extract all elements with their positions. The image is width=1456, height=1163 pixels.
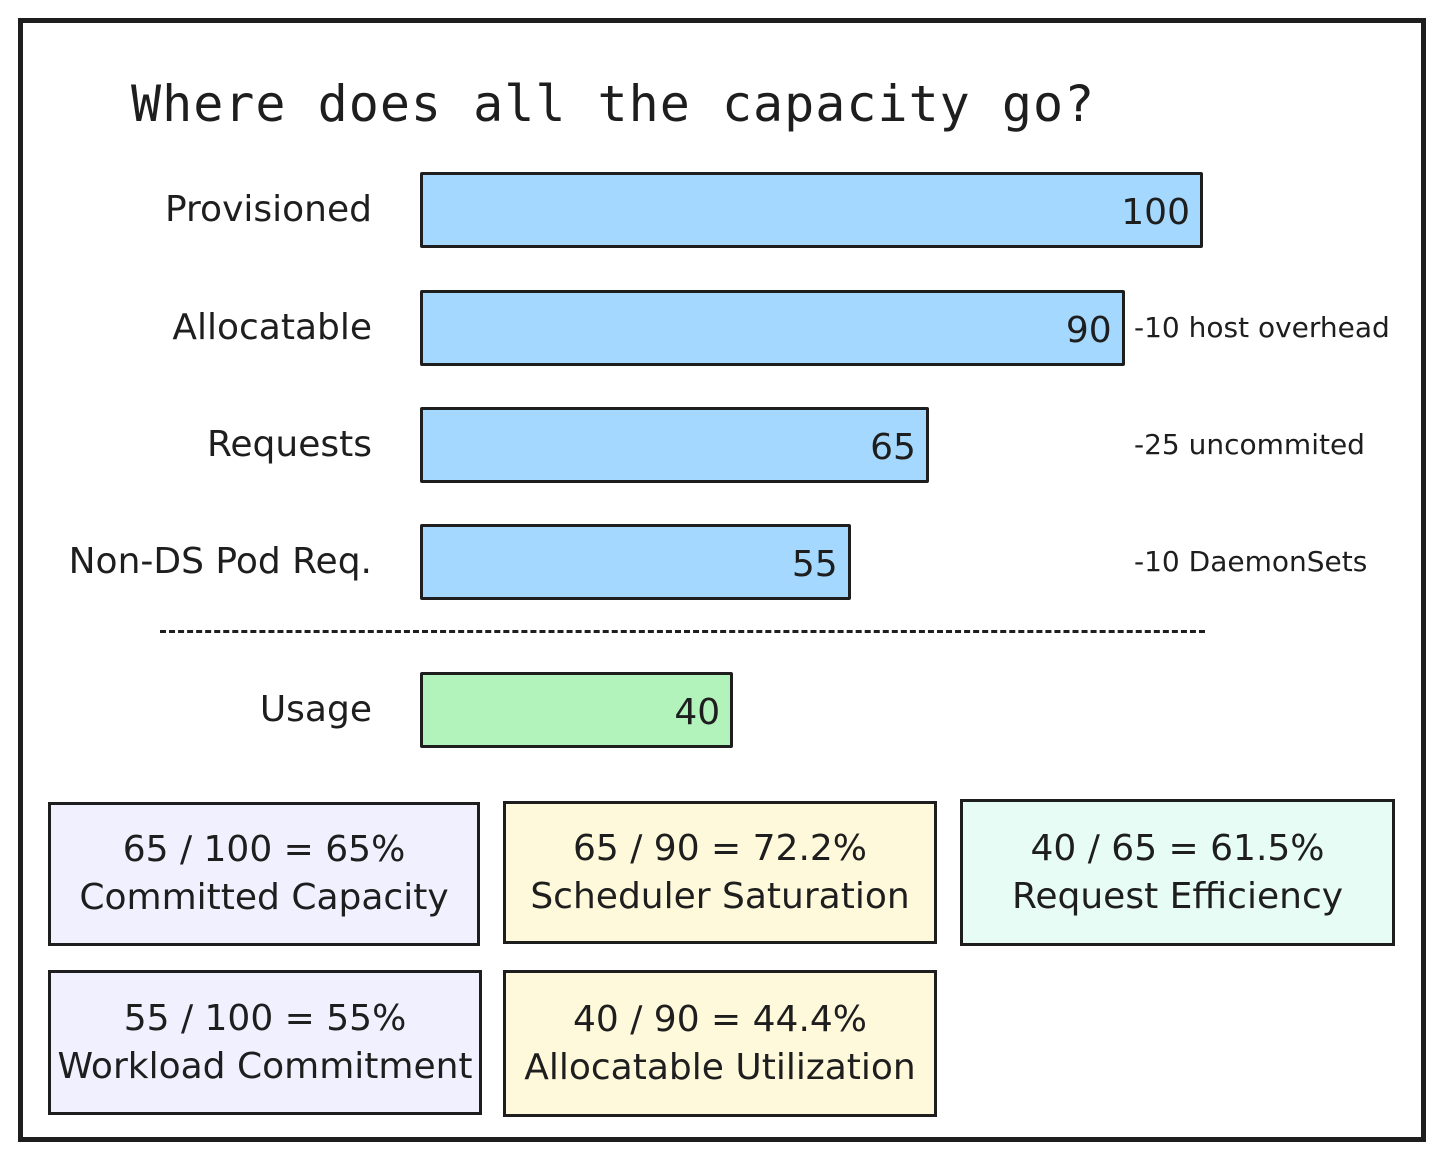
bar-value-label: 55 [791,544,838,585]
metric-card: 40 / 65 = 61.5% Request Efficiency [960,799,1395,946]
bar: 100 [420,172,1203,248]
bar-value-label: 100 [1121,192,1190,233]
bar-annotation: -10 DaemonSets [1134,545,1368,578]
bar-label: Requests [207,424,372,465]
bar-label: Provisioned [164,189,372,230]
bar: 65 [420,407,929,483]
bar-label: Usage [259,689,372,730]
metric-label: Workload Commitment [57,1045,473,1087]
metric-formula: 55 / 100 = 55% [123,997,407,1039]
metric-label: Committed Capacity [79,877,449,918]
bar: 40 [420,672,734,748]
bar: 55 [420,524,851,600]
metric-card: 65 / 90 = 72.2% Scheduler Saturation [503,801,937,944]
metric-card: 55 / 100 = 55% Workload Commitment [48,970,482,1115]
bar-label: Non-DS Pod Req. [68,541,372,582]
metric-label: Allocatable Utilization [524,1046,916,1088]
bar-value-label: 65 [870,427,916,468]
bar-annotation: -25 uncommited [1134,428,1365,461]
metric-formula: 40 / 90 = 44.4% [572,998,868,1040]
metric-formula: 40 / 65 = 61.5% [1030,827,1325,869]
metric-formula: 65 / 90 = 72.2% [572,827,868,869]
metric-card: 40 / 90 = 44.4% Allocatable Utilization [503,970,937,1117]
bar-annotation: -10 host overhead [1134,311,1390,344]
bar-label: Allocatable [172,307,372,348]
bar-value-label: 40 [674,692,721,733]
bar-value-label: 90 [1065,310,1112,351]
chart-title: Where does all the capacity go? [131,75,1096,133]
metric-label: Request Efficiency [1011,875,1344,917]
metric-card: 65 / 100 = 65% Committed Capacity [48,802,480,946]
metric-formula: 65 / 100 = 65% [122,829,406,870]
metric-label: Scheduler Saturation [530,875,910,917]
dashed-divider [160,630,1205,633]
bar: 90 [420,290,1125,366]
